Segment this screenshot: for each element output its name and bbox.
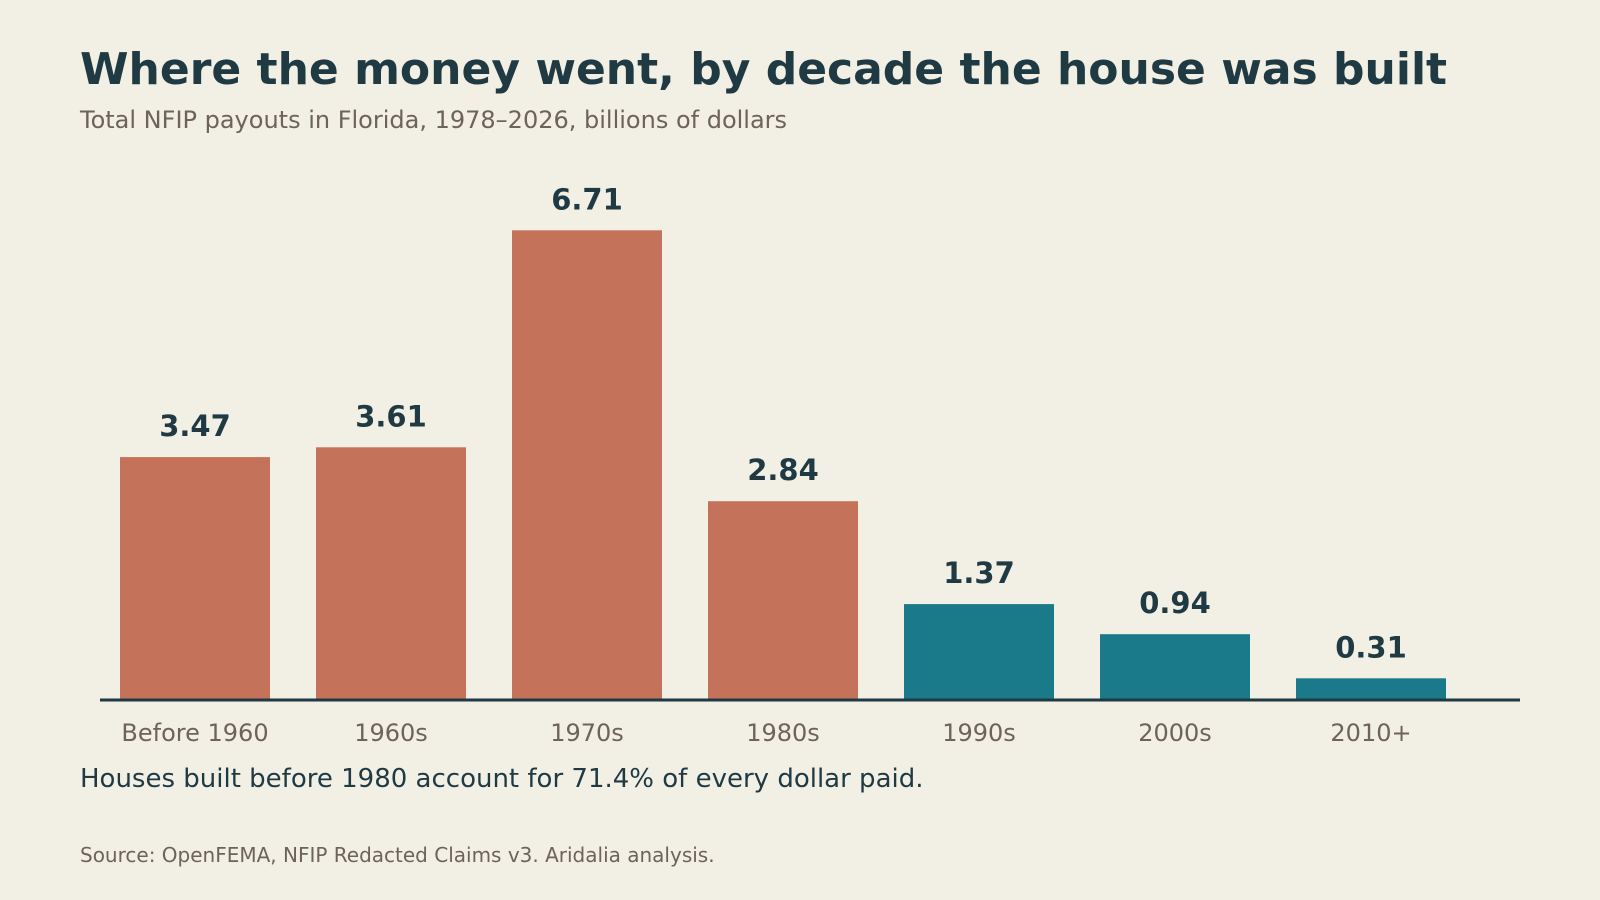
bar-value-label: 2.84 [747,453,819,487]
bar-value-label: 3.61 [355,399,427,433]
x-tick-label: 1960s [354,719,428,747]
bar-value-label: 1.37 [943,556,1015,590]
bar-value-label: 3.47 [159,409,231,443]
x-tick-label: 1980s [746,719,820,747]
bar [512,230,662,701]
bar [904,604,1054,700]
source-note: Source: OpenFEMA, NFIP Redacted Claims v… [80,843,715,867]
x-tick-label: 1990s [942,719,1016,747]
x-axis-tick-labels: Before 1960 1960s 1970s 1980s 1990s 2000s 2010… [121,719,1411,747]
x-tick-label: 1970s [550,719,624,747]
bars-group [120,230,1446,701]
bar [708,501,858,700]
bar [120,457,270,700]
bar-value-label: 0.31 [1335,630,1407,664]
bar [1100,634,1250,700]
bar-value-label: 0.94 [1139,586,1211,620]
bar [316,447,466,700]
bar [1296,678,1446,700]
x-tick-label: 2010+ [1330,719,1411,747]
chart-note: Houses built before 1980 account for 71.… [80,764,924,794]
chart-title: Where the money went, by decade the hous… [80,44,1448,95]
bar-value-label: 6.71 [551,182,623,216]
value-labels-group: 3.47 3.61 6.71 2.84 1.37 0.94 0.31 [159,182,1407,664]
x-tick-label: Before 1960 [121,719,268,747]
x-tick-label: 2000s [1138,719,1212,747]
chart-subtitle: Total NFIP payouts in Florida, 1978–2026… [80,106,788,134]
